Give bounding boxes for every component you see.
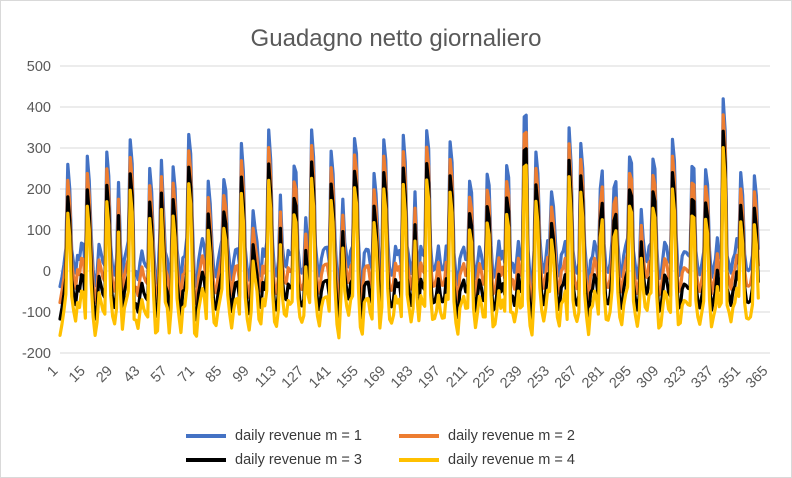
x-tick-label: 225 <box>470 363 498 391</box>
x-tick-label: 337 <box>688 363 716 391</box>
x-tick-label: 43 <box>121 363 144 386</box>
x-tick-label: 71 <box>175 363 198 386</box>
x-tick-label: 365 <box>743 363 771 391</box>
x-tick-label: 295 <box>606 363 634 391</box>
y-tick-label: 400 <box>27 100 51 116</box>
legend-swatch-series-4 <box>399 458 439 462</box>
y-tick-label: -200 <box>22 346 51 362</box>
legend: daily revenue m = 1 daily revenue m = 2 … <box>186 428 626 474</box>
legend-item-series-2: daily revenue m = 2 <box>399 428 575 444</box>
x-tick-label: 127 <box>279 363 307 391</box>
y-tick-label: 100 <box>27 223 51 239</box>
x-tick-label: 99 <box>230 363 253 386</box>
x-tick-label: 197 <box>415 363 443 391</box>
legend-label-series-3: daily revenue m = 3 <box>235 452 362 468</box>
x-tick-label: 57 <box>148 363 171 386</box>
x-tick-label: 323 <box>661 363 689 391</box>
y-tick-label: 0 <box>43 264 51 280</box>
y-tick-label: -100 <box>22 305 51 321</box>
x-tick-label: 309 <box>634 363 662 391</box>
x-tick-label: 113 <box>252 363 280 391</box>
y-tick-label: 500 <box>27 59 51 75</box>
series-line-4 <box>58 145 760 340</box>
legend-label-series-2: daily revenue m = 2 <box>448 428 575 444</box>
x-tick-label: 351 <box>716 363 744 391</box>
x-tick-label: 29 <box>93 363 116 386</box>
x-tick-label: 239 <box>497 363 525 391</box>
chart-title: Guadagno netto giornaliero <box>251 25 542 52</box>
legend-label-series-4: daily revenue m = 4 <box>448 452 575 468</box>
legend-item-series-4: daily revenue m = 4 <box>399 452 575 468</box>
x-tick-label: 141 <box>306 363 334 391</box>
x-tick-label: 155 <box>333 363 361 391</box>
series-lines <box>58 97 760 340</box>
x-tick-label: 211 <box>443 363 471 391</box>
y-tick-label: 300 <box>27 141 51 157</box>
y-tick-label: 200 <box>27 182 51 198</box>
x-tick-label: 85 <box>203 363 226 386</box>
x-tick-label: 169 <box>361 363 389 391</box>
legend-label-series-1: daily revenue m = 1 <box>235 428 362 444</box>
x-tick-label: 15 <box>66 363 89 386</box>
legend-swatch-series-1 <box>186 434 226 438</box>
x-tick-label: 267 <box>552 363 580 391</box>
legend-swatch-series-3 <box>186 458 226 462</box>
x-tick-label: 1 <box>44 363 61 380</box>
legend-swatch-series-2 <box>399 434 439 438</box>
legend-item-series-3: daily revenue m = 3 <box>186 452 362 468</box>
legend-item-series-1: daily revenue m = 1 <box>186 428 362 444</box>
x-tick-label: 253 <box>525 363 553 391</box>
y-axis-tick-labels: -200 -100 0 100 200 300 400 500 <box>22 59 51 362</box>
x-tick-label: 183 <box>388 363 416 391</box>
x-tick-label: 281 <box>579 363 607 391</box>
